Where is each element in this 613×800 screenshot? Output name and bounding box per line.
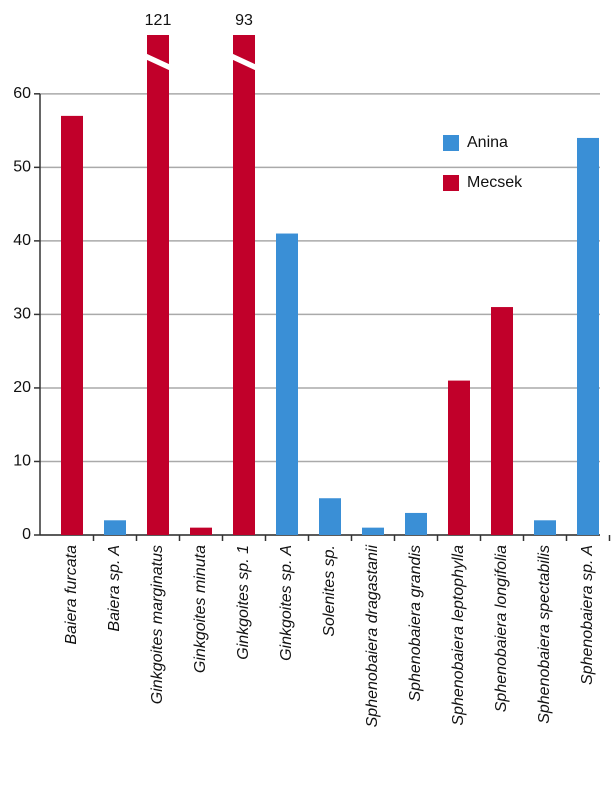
legend-label: Anina [467,134,508,151]
bar [147,35,169,535]
y-tick-label: 40 [13,232,31,249]
y-tick-label: 60 [13,85,31,102]
y-tick-label: 20 [13,379,31,396]
legend-swatch [443,175,459,191]
bar [405,512,427,535]
x-tick-label: Baiera furcata [63,545,80,645]
value-label: 93 [235,12,253,29]
bar [61,115,83,535]
x-tick-label: Baiera sp. A [106,545,123,632]
bar [104,520,126,535]
legend-label: Mecsek [467,174,523,191]
bar [534,520,556,535]
legend-swatch [443,135,459,151]
x-tick-label: Ginkgoites minuta [192,545,209,673]
x-tick-label: Sphenobaiera leptophylla [450,545,467,726]
y-tick-label: 0 [22,526,31,543]
y-tick-label: 50 [13,159,31,176]
y-tick-label: 10 [13,453,31,470]
axis-break [231,53,257,71]
bar [233,35,255,535]
axis-break [145,53,171,71]
bar [448,380,470,535]
x-tick-label: Ginkgoites marginatus [149,545,166,704]
x-tick-label: Sphenobaiera longifolia [493,545,510,712]
x-tick-label: Ginkgoites sp. A [278,545,295,661]
x-tick-label: Sphenobaiera dragastanii [364,545,381,728]
x-tick-label: Solenites sp. [321,545,338,637]
bar [276,233,298,535]
bar [319,498,341,535]
bar [491,307,513,535]
x-tick-label: Sphenobaiera spectabilis [536,545,553,724]
x-tick-label: Sphenobaiera sp. A [579,545,596,685]
x-tick-label: Sphenobaiera grandis [407,545,424,702]
value-label: 121 [145,12,172,29]
y-tick-label: 30 [13,306,31,323]
bar [577,137,599,536]
bar [190,527,212,535]
bar [362,527,384,535]
x-tick-label: Ginkgoites sp. 1 [235,545,252,660]
